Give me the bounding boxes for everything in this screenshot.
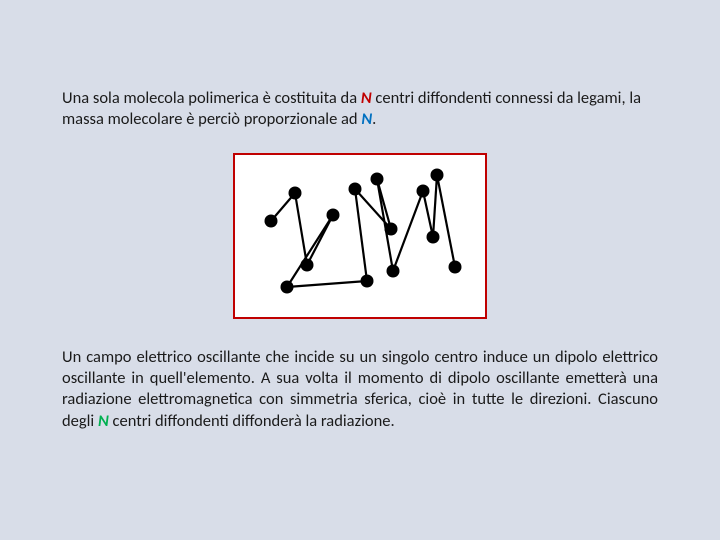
text-run: Una sola molecola polimerica è costituit… bbox=[62, 88, 361, 108]
polymer-node bbox=[289, 187, 302, 200]
paragraph-explanation: Un campo elettrico oscillante che incide… bbox=[62, 347, 658, 431]
polymer-node bbox=[371, 173, 384, 186]
slide-content: Una sola molecola polimerica è costituit… bbox=[0, 0, 720, 432]
n-symbol: N bbox=[361, 109, 372, 129]
polymer-bond bbox=[433, 175, 437, 237]
polymer-node bbox=[301, 259, 314, 272]
polymer-node bbox=[387, 265, 400, 278]
polymer-node bbox=[449, 261, 462, 274]
n-symbol: N bbox=[98, 411, 109, 431]
polymer-bond bbox=[393, 191, 423, 271]
polymer-bond bbox=[423, 191, 433, 237]
text-run: . bbox=[372, 109, 376, 129]
paragraph-intro: Una sola molecola polimerica è costituit… bbox=[62, 88, 658, 129]
n-symbol: N bbox=[361, 88, 372, 108]
polymer-node bbox=[385, 223, 398, 236]
polymer-node bbox=[281, 281, 294, 294]
polymer-node bbox=[361, 275, 374, 288]
polymer-node bbox=[431, 169, 444, 182]
text-run: centri diffondenti diffonderà la radiazi… bbox=[109, 411, 395, 431]
diagram-frame bbox=[233, 153, 487, 319]
polymer-bond bbox=[437, 175, 455, 267]
polymer-node bbox=[327, 209, 340, 222]
polymer-bond bbox=[287, 281, 367, 287]
polymer-bond bbox=[355, 189, 367, 281]
polymer-network-diagram bbox=[245, 161, 475, 311]
diagram-container bbox=[62, 153, 658, 319]
polymer-bond bbox=[287, 215, 333, 287]
polymer-node bbox=[265, 215, 278, 228]
polymer-node bbox=[417, 185, 430, 198]
polymer-node bbox=[427, 231, 440, 244]
polymer-bond bbox=[295, 193, 307, 265]
polymer-node bbox=[349, 183, 362, 196]
